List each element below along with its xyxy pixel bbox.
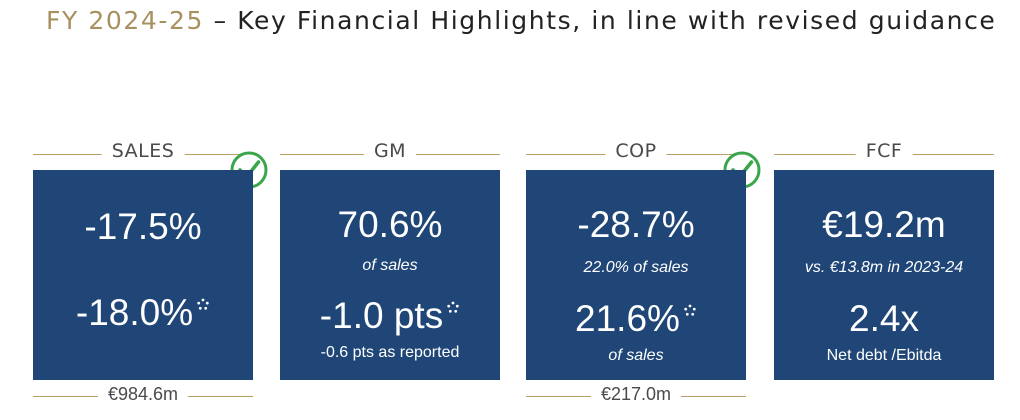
star-icon [447,301,459,313]
card-cop-footer: €217.0m [526,382,746,414]
card-gm: GM 70.6% of sales -1.0 pts -0.6 pts as r… [280,132,500,380]
card-cop-label: COP [605,140,667,162]
card-fcf-header: FCF [774,132,994,166]
gm-secondary: -1.0 pts [319,295,444,336]
star-icon [684,304,696,316]
title-fiscal-year: FY 2024-25 [46,6,205,35]
card-gm-header: GM [280,132,500,166]
card-sales-header: SALES [33,132,253,166]
fcf-primary: €19.2m [822,204,946,245]
sales-secondary: -18.0% [75,292,194,333]
gm-primary: 70.6% [337,204,443,245]
card-gm-label: GM [363,140,417,162]
card-fcf-label: FCF [855,140,913,162]
sales-secondary-row: -18.0% [33,292,253,334]
card-sales-label: SALES [101,140,185,162]
cop-secondary-note: of sales [608,347,664,364]
page-title: FY 2024-25 – Key Financial Highlights, i… [46,6,996,35]
gm-primary-note: of sales [362,257,418,274]
fcf-secondary: 2.4x [849,298,919,339]
fcf-primary-note: vs. €13.8m in 2023-24 [804,259,964,276]
card-gm-box: 70.6% of sales -1.0 pts -0.6 pts as repo… [280,170,500,380]
gm-secondary-row: -1.0 pts [280,295,500,337]
cop-primary-note: 22.0% of sales [583,259,689,276]
title-text: – Key Financial Highlights, in line with… [204,6,997,35]
fcf-secondary-note: Net debt /Ebitda [826,347,942,364]
gm-secondary-note: -0.6 pts as reported [320,344,460,361]
sales-primary: -17.5% [84,206,202,247]
card-sales-footer: €984.6m [33,382,253,414]
star-icon [197,298,209,310]
cop-footer-value: €217.0m [590,384,682,405]
card-fcf: FCF €19.2m vs. €13.8m in 2023-24 2.4x Ne… [774,132,994,380]
cop-secondary-row: 21.6% [526,298,746,340]
card-sales-box: -17.5% -18.0% [33,170,253,380]
cop-primary: -28.7% [577,204,695,245]
card-sales: SALES -17.5% -18.0% €984.6m [33,132,268,405]
sales-footer-value: €984.6m [97,384,189,405]
card-cop-header: COP [526,132,746,166]
card-fcf-box: €19.2m vs. €13.8m in 2023-24 2.4x Net de… [774,170,994,380]
card-cop-box: -28.7% 22.0% of sales 21.6% of sales [526,170,746,380]
cop-secondary: 21.6% [575,298,680,339]
card-cop: COP -28.7% 22.0% of sales 21.6% of sales… [526,132,761,405]
